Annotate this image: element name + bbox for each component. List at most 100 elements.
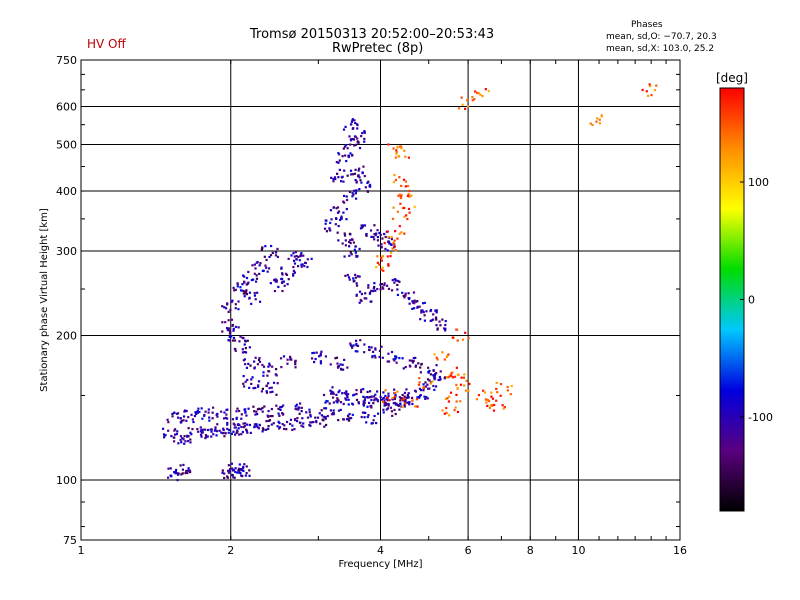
scatter-point — [330, 390, 333, 393]
scatter-point — [399, 195, 403, 198]
scatter-point — [435, 371, 438, 375]
scatter-point — [448, 374, 451, 377]
scatter-point — [419, 318, 422, 321]
scatter-point — [473, 98, 476, 101]
scatter-point — [265, 428, 268, 431]
scatter-point — [372, 419, 375, 422]
scatter-point — [354, 276, 358, 279]
scatter-point — [232, 286, 235, 289]
scatter-point — [328, 227, 331, 230]
scatter-point — [227, 310, 230, 314]
scatter-point — [344, 274, 347, 277]
scatter-point — [275, 404, 278, 407]
scatter-point — [243, 363, 247, 366]
scatter-point — [356, 137, 359, 140]
scatter-point — [506, 385, 509, 389]
scatter-point — [174, 472, 177, 475]
scatter-point — [232, 476, 235, 479]
scatter-point — [169, 474, 172, 477]
scatter-point — [432, 369, 435, 372]
scatter-point — [238, 471, 241, 474]
scatter-point — [342, 211, 345, 214]
scatter-point — [395, 152, 398, 156]
scatter-point — [277, 420, 280, 423]
scatter-point — [445, 411, 448, 415]
scatter-point — [340, 217, 343, 220]
scatter-point — [267, 419, 270, 423]
scatter-point — [355, 389, 358, 392]
scatter-point — [399, 202, 402, 205]
scatter-point — [203, 428, 207, 431]
scatter-point — [221, 330, 224, 333]
scatter-point — [270, 386, 273, 389]
scatter-point — [400, 397, 403, 400]
scatter-point — [354, 350, 357, 353]
scatter-point — [447, 353, 450, 356]
scatter-point — [332, 206, 335, 209]
scatter-point — [289, 357, 292, 360]
scatter-point — [319, 422, 322, 425]
scatter-point — [293, 427, 296, 431]
scatter-point — [272, 422, 275, 425]
scatter-point — [241, 466, 245, 470]
scatter-point — [227, 464, 230, 467]
scatter-point — [393, 281, 396, 284]
scatter-point — [419, 366, 422, 369]
scatter-point — [313, 351, 316, 354]
scatter-point — [279, 357, 283, 360]
scatter-point — [221, 471, 224, 474]
scatter-point — [250, 378, 253, 381]
scatter-point — [406, 184, 410, 188]
scatter-point — [397, 279, 400, 283]
scatter-point — [247, 407, 250, 410]
scatter-point — [341, 242, 344, 245]
scatter-point — [502, 407, 505, 410]
scatter-point — [466, 99, 469, 102]
scatter-point — [232, 469, 235, 472]
scatter-point — [499, 383, 503, 386]
scatter-point — [336, 397, 339, 400]
scatter-point — [232, 327, 235, 331]
scatter-point — [344, 154, 347, 157]
scatter-point — [598, 118, 601, 121]
scatter-point — [412, 359, 415, 363]
scatter-point — [336, 211, 340, 214]
scatter-point — [267, 365, 270, 368]
scatter-point — [286, 362, 289, 365]
scatter-point — [438, 320, 441, 323]
scatter-point — [435, 324, 438, 327]
data-series — [375, 83, 658, 417]
scatter-point — [310, 421, 313, 424]
scatter-point — [443, 358, 446, 361]
scatter-point — [382, 287, 385, 290]
scatter-point — [342, 180, 345, 183]
scatter-point — [349, 251, 352, 254]
scatter-point — [311, 351, 314, 355]
scatter-point — [444, 329, 447, 332]
scatter-point — [389, 255, 392, 258]
scatter-point — [278, 426, 282, 429]
scatter-point — [226, 427, 229, 430]
scatter-point — [241, 289, 244, 292]
scatter-point — [390, 238, 393, 241]
scatter-point — [308, 411, 311, 414]
scatter-point — [332, 401, 335, 404]
scatter-point — [335, 400, 338, 403]
scatter-point — [345, 159, 348, 163]
scatter-point — [362, 402, 365, 405]
scatter-point — [363, 130, 366, 133]
scatter-point — [216, 415, 219, 418]
scatter-point — [397, 194, 400, 197]
scatter-point — [334, 357, 337, 360]
scatter-point — [332, 180, 335, 183]
scatter-point — [262, 365, 266, 368]
scatter-point — [297, 265, 300, 268]
scatter-point — [300, 265, 303, 268]
scatter-point — [225, 413, 228, 416]
scatter-point — [295, 254, 298, 258]
scatter-point — [318, 412, 321, 415]
scatter-point — [342, 147, 345, 150]
scatter-point — [414, 390, 418, 393]
scatter-point — [357, 169, 360, 172]
scatter-point — [200, 407, 203, 410]
